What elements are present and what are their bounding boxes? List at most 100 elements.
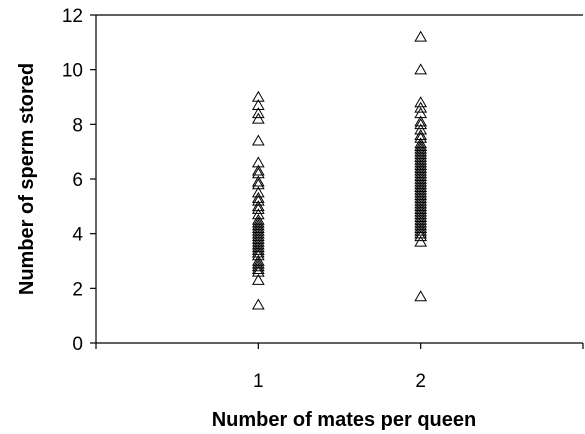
data-point-1 xyxy=(251,191,265,203)
y-axis-title: Number of sperm stored xyxy=(16,63,38,295)
data-point-1 xyxy=(251,262,265,274)
data-point-1 xyxy=(251,112,265,124)
y-tick-label: 10 xyxy=(62,61,83,82)
data-point-2 xyxy=(414,200,428,212)
data-point-2 xyxy=(414,178,428,190)
data-point-2 xyxy=(414,150,428,162)
data-point-2 xyxy=(414,180,428,192)
data-point-2 xyxy=(414,137,428,149)
y-tick-label: 0 xyxy=(72,334,83,355)
data-point-2 xyxy=(414,205,428,217)
data-point-2 xyxy=(414,148,428,160)
data-point-1 xyxy=(251,260,265,272)
data-point-1 xyxy=(251,273,265,285)
x-axis-title: Number of mates per queen xyxy=(212,409,477,431)
data-point-1 xyxy=(251,221,265,233)
data-point-1 xyxy=(251,200,265,212)
data-point-1 xyxy=(251,246,265,258)
data-point-1 xyxy=(251,98,265,110)
data-point-2 xyxy=(414,290,428,302)
data-point-1 xyxy=(251,249,265,261)
data-point-2 xyxy=(414,115,428,127)
data-point-1 xyxy=(251,298,265,310)
data-point-2 xyxy=(414,202,428,214)
data-point-2 xyxy=(414,227,428,239)
x-tick-label: 1 xyxy=(253,371,264,392)
data-point-2 xyxy=(414,123,428,135)
y-tick-label: 6 xyxy=(72,170,83,191)
data-point-1 xyxy=(251,238,265,250)
data-point-2 xyxy=(414,219,428,231)
y-tick-label: 8 xyxy=(72,115,83,136)
data-point-1 xyxy=(251,164,265,176)
data-point-2 xyxy=(414,156,428,168)
data-point-1 xyxy=(251,167,265,179)
data-point-2 xyxy=(414,216,428,228)
data-point-1 xyxy=(251,230,265,242)
data-point-1 xyxy=(251,213,265,225)
data-point-2 xyxy=(414,175,428,187)
data-point-2 xyxy=(414,191,428,203)
data-point-1 xyxy=(251,208,265,220)
data-point-1 xyxy=(251,194,265,206)
data-point-2 xyxy=(414,161,428,173)
data-point-2 xyxy=(414,172,428,184)
data-point-2 xyxy=(414,118,428,130)
data-point-1 xyxy=(251,134,265,146)
data-point-2 xyxy=(414,129,428,141)
data-point-2 xyxy=(414,63,428,75)
data-point-2 xyxy=(414,186,428,198)
data-point-2 xyxy=(414,197,428,209)
data-point-2 xyxy=(414,164,428,176)
data-point-2 xyxy=(414,208,428,220)
data-point-1 xyxy=(251,175,265,187)
data-point-2 xyxy=(414,145,428,157)
data-point-2 xyxy=(414,230,428,242)
data-point-1 xyxy=(251,265,265,277)
data-point-1 xyxy=(251,227,265,239)
data-point-1 xyxy=(251,202,265,214)
data-point-2 xyxy=(414,221,428,233)
data-point-2 xyxy=(414,170,428,182)
data-point-2 xyxy=(414,183,428,195)
data-point-1 xyxy=(251,235,265,247)
data-point-1 xyxy=(251,216,265,228)
y-tick-label: 4 xyxy=(72,225,83,246)
data-point-2 xyxy=(414,96,428,108)
data-points xyxy=(251,30,428,310)
x-tick-label: 2 xyxy=(415,371,426,392)
data-point-1 xyxy=(251,178,265,190)
data-point-1 xyxy=(251,186,265,198)
data-point-2 xyxy=(414,167,428,179)
data-point-2 xyxy=(414,101,428,113)
data-point-2 xyxy=(414,153,428,165)
data-point-2 xyxy=(414,142,428,154)
data-point-1 xyxy=(251,107,265,119)
data-point-2 xyxy=(414,211,428,223)
data-point-2 xyxy=(414,194,428,206)
y-tick-label: 2 xyxy=(72,279,83,300)
data-point-1 xyxy=(251,241,265,253)
data-point-2 xyxy=(414,159,428,171)
y-tick-label: 12 xyxy=(62,6,83,27)
data-point-2 xyxy=(414,189,428,201)
data-point-1 xyxy=(251,254,265,266)
data-point-2 xyxy=(414,131,428,143)
data-point-1 xyxy=(251,219,265,231)
data-point-2 xyxy=(414,235,428,247)
data-point-2 xyxy=(414,139,428,151)
data-point-2 xyxy=(414,224,428,236)
data-point-1 xyxy=(251,156,265,168)
data-point-1 xyxy=(251,243,265,255)
y-axis-ticks: 0 2 4 6 8 10 12 xyxy=(62,6,96,355)
data-point-2 xyxy=(414,213,428,225)
data-point-1 xyxy=(251,232,265,244)
data-point-1 xyxy=(251,224,265,236)
plot-frame xyxy=(95,14,583,344)
data-point-2 xyxy=(414,30,428,42)
data-point-1 xyxy=(251,257,265,269)
data-point-1 xyxy=(251,90,265,102)
data-point-2 xyxy=(414,107,428,119)
